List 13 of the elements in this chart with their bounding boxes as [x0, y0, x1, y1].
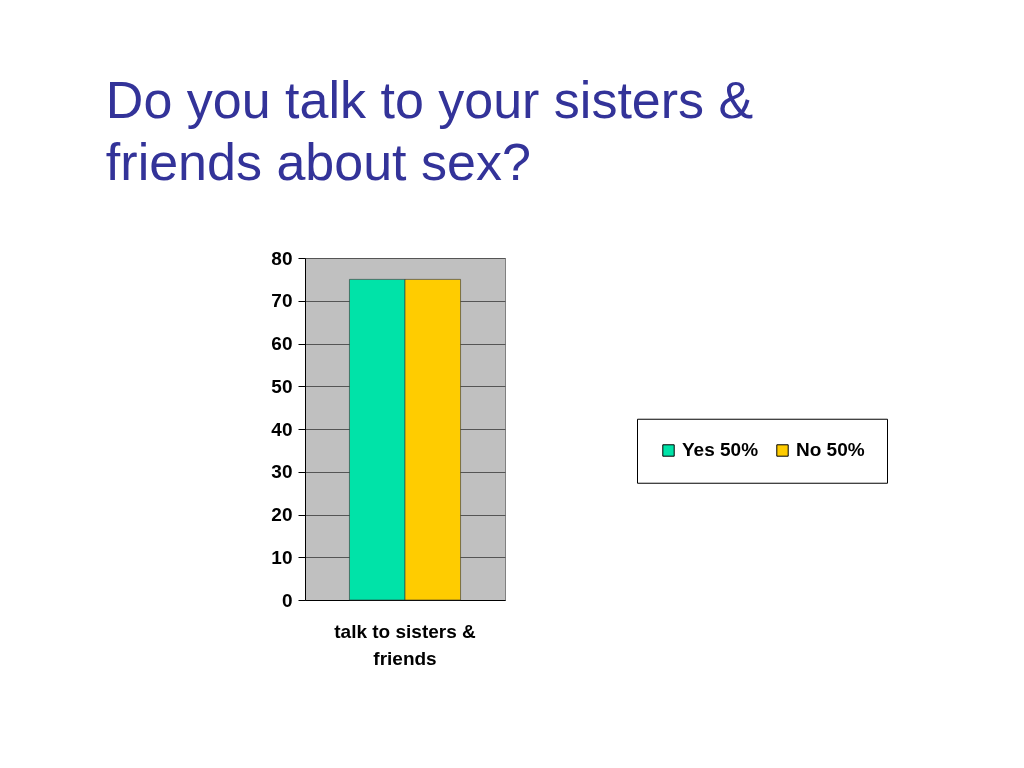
- y-tick-label: 40: [271, 418, 293, 440]
- y-tick-label: 60: [271, 333, 293, 354]
- y-tick-label: 50: [271, 375, 293, 397]
- y-tick-label: 70: [271, 290, 293, 312]
- y-tick-label: 10: [271, 546, 293, 568]
- legend-label: Yes 50%: [682, 439, 759, 461]
- legend-label: No 50%: [796, 439, 865, 461]
- y-tick-label: 80: [271, 247, 293, 269]
- y-tick-label: 20: [271, 504, 293, 525]
- y-tick-label: 0: [281, 589, 293, 611]
- x-tick-label: talk to sisters & friends: [334, 620, 477, 669]
- y-tick-label: 30: [271, 461, 293, 483]
- chart-title: Do you talk to your sisters & friends about sex?: [105, 71, 754, 191]
